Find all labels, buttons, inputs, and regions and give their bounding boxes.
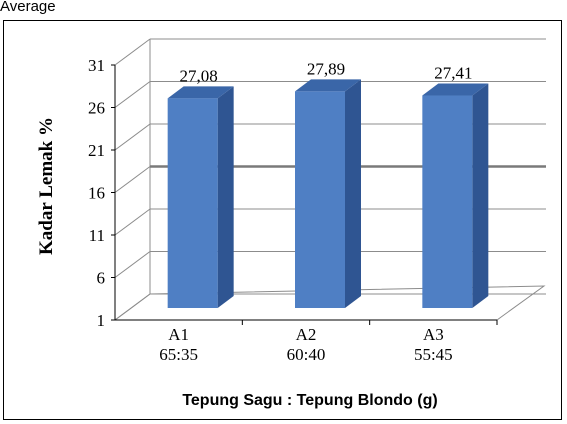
- x-axis-label: Tepung Sagu : Tepung Blondo (g): [182, 392, 437, 409]
- y-tick-label: 6: [97, 269, 106, 288]
- bar: [295, 79, 361, 308]
- y-axis-label: Kadar Lemak %: [36, 117, 57, 255]
- gridline-diagonal: [114, 251, 151, 278]
- x-tick-label: A3: [423, 325, 444, 344]
- gridline-diagonal: [114, 293, 151, 321]
- bar-value-label: 27,89: [307, 59, 345, 78]
- x-tick-label: 55:45: [414, 345, 453, 364]
- chart-bars: [167, 79, 489, 308]
- y-tick-label: 31: [88, 56, 105, 75]
- bar-front: [422, 95, 473, 308]
- y-tick-label: 1: [97, 311, 106, 330]
- gridline-diagonal: [114, 38, 151, 66]
- bar: [422, 83, 489, 308]
- bar-top: [167, 86, 234, 99]
- y-tick-label: 26: [88, 99, 105, 118]
- bar-side: [345, 79, 361, 308]
- bar-front: [295, 91, 345, 308]
- y-tick-label: 21: [88, 141, 105, 160]
- x-tick-label: A1: [168, 325, 189, 344]
- gridline-diagonal: [114, 208, 151, 236]
- chart-value-labels: 27,08 27,89 27,41: [180, 59, 473, 85]
- bar-value-label: 27,08: [180, 66, 218, 85]
- bar-front: [167, 98, 218, 308]
- bar-value-label: 27,41: [434, 64, 472, 83]
- gridline-diagonal: [114, 123, 151, 151]
- x-tick-label: A2: [296, 325, 317, 344]
- gridline-diagonal: [114, 166, 151, 193]
- y-tick-label: 16: [88, 184, 105, 203]
- y-tick-label: 11: [89, 226, 105, 245]
- gridline-diagonal: [114, 81, 151, 108]
- bar-side: [472, 83, 489, 308]
- bar: [167, 86, 234, 308]
- bar-side: [217, 86, 234, 308]
- bar-top: [422, 83, 489, 96]
- x-tick-label: 60:40: [287, 345, 326, 364]
- x-tick-label: 65:35: [159, 345, 198, 364]
- bar-top: [295, 79, 361, 92]
- top-text-fragment: Average: [0, 0, 56, 15]
